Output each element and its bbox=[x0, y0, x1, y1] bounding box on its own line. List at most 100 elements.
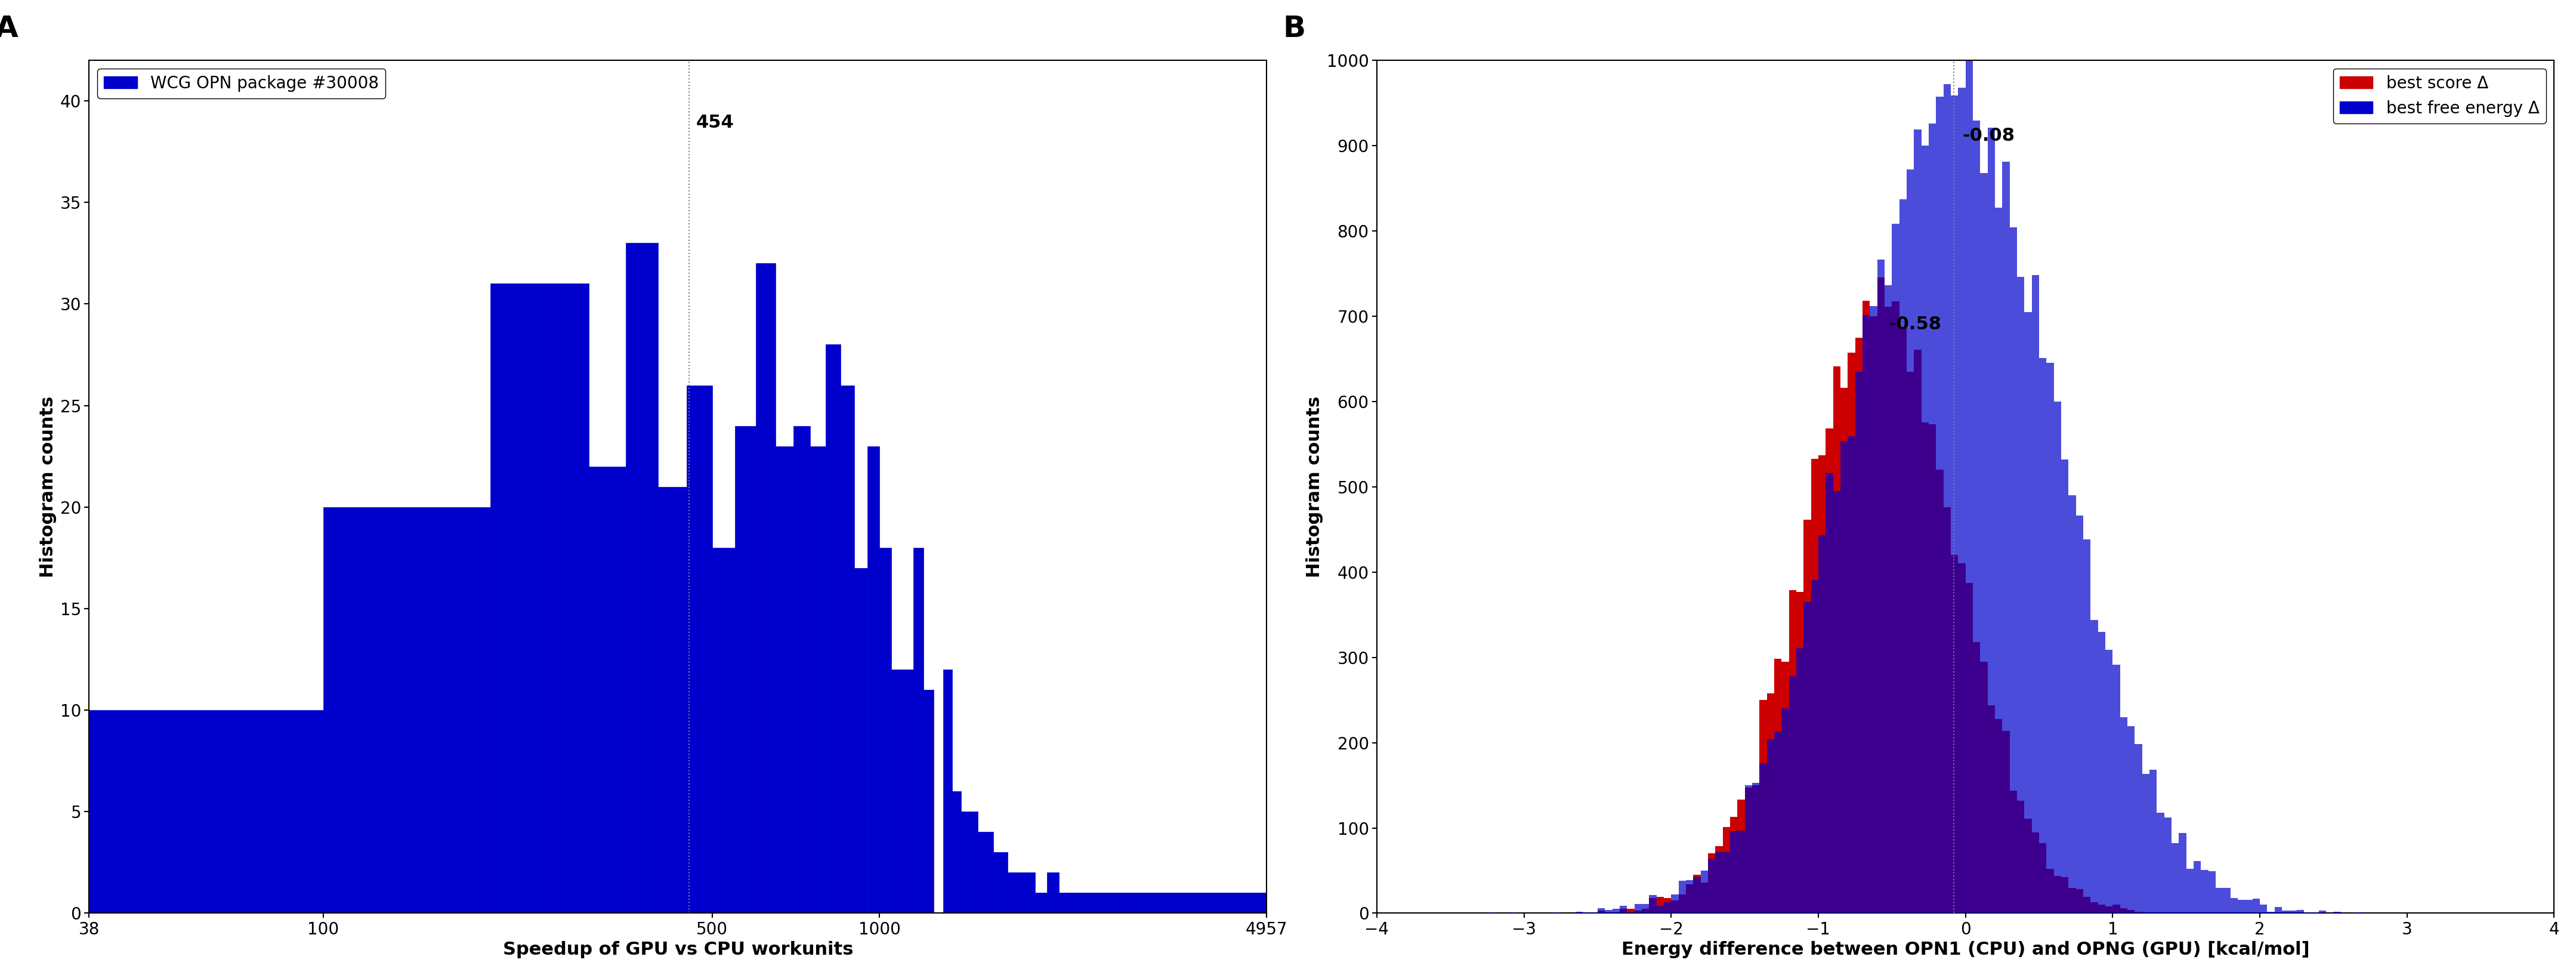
Bar bbox=[1937, 97, 1942, 914]
Bar bbox=[1989, 705, 1994, 914]
Bar bbox=[1886, 307, 1891, 914]
Bar bbox=[961, 811, 979, 914]
Bar bbox=[1716, 852, 1723, 914]
Bar bbox=[1839, 388, 1847, 914]
Bar bbox=[1708, 859, 1716, 914]
X-axis label: Energy difference between OPN1 (CPU) and OPNG (GPU) [kcal/mol]: Energy difference between OPN1 (CPU) and… bbox=[1620, 941, 2311, 958]
Bar bbox=[1989, 128, 1994, 914]
Bar bbox=[1929, 424, 1937, 914]
Bar bbox=[1834, 367, 1839, 914]
Bar bbox=[2105, 649, 2112, 914]
Bar bbox=[979, 832, 994, 914]
Bar bbox=[711, 548, 734, 914]
Bar bbox=[1795, 592, 1803, 914]
Bar bbox=[1819, 455, 1826, 914]
Bar bbox=[1620, 909, 1628, 914]
Text: -0.58: -0.58 bbox=[1888, 316, 1942, 332]
Bar bbox=[1716, 846, 1723, 914]
Bar bbox=[1649, 895, 1656, 914]
Bar bbox=[2282, 911, 2290, 914]
Bar bbox=[1855, 337, 1862, 914]
Bar bbox=[2215, 887, 2223, 914]
Bar bbox=[1641, 909, 1649, 914]
Bar bbox=[2156, 812, 2164, 914]
Bar bbox=[1973, 121, 1981, 914]
Bar bbox=[1641, 904, 1649, 914]
Bar bbox=[2246, 900, 2251, 914]
Bar bbox=[2040, 358, 2045, 914]
Bar bbox=[1007, 873, 1023, 914]
Bar bbox=[2200, 870, 2208, 914]
Bar bbox=[1803, 602, 1811, 914]
Bar bbox=[1891, 301, 1899, 914]
Bar bbox=[1788, 590, 1795, 914]
Bar bbox=[1783, 709, 1788, 914]
Bar bbox=[2092, 620, 2097, 914]
Bar bbox=[1723, 852, 1731, 914]
Text: -0.08: -0.08 bbox=[1963, 127, 2014, 144]
Bar bbox=[1855, 371, 1862, 914]
Bar bbox=[840, 385, 855, 914]
Bar bbox=[2318, 911, 2326, 914]
Bar bbox=[2017, 277, 2025, 914]
Bar bbox=[1577, 912, 1582, 914]
Bar bbox=[1700, 882, 1708, 914]
Bar bbox=[1069, 893, 1092, 914]
Bar bbox=[1929, 124, 1937, 914]
X-axis label: Speedup of GPU vs CPU workunits: Speedup of GPU vs CPU workunits bbox=[502, 941, 853, 958]
Bar bbox=[1685, 884, 1692, 914]
Bar bbox=[775, 447, 793, 914]
Bar bbox=[2128, 910, 2136, 914]
Bar bbox=[1958, 564, 1965, 914]
Bar bbox=[1048, 873, 1059, 914]
Bar bbox=[2143, 774, 2148, 914]
Bar bbox=[1795, 648, 1803, 914]
Bar bbox=[1664, 902, 1672, 914]
Bar bbox=[1723, 827, 1731, 914]
Bar bbox=[1680, 894, 1685, 914]
Bar bbox=[902, 670, 914, 914]
Bar bbox=[1839, 442, 1847, 914]
Bar bbox=[2267, 912, 2275, 914]
Bar bbox=[2069, 495, 2076, 914]
Bar bbox=[1886, 286, 1891, 914]
Bar bbox=[1899, 328, 1906, 914]
Bar bbox=[1736, 800, 1744, 914]
Bar bbox=[1613, 909, 1620, 914]
Bar bbox=[1994, 719, 2002, 914]
Bar bbox=[2120, 908, 2128, 914]
Bar bbox=[2164, 818, 2172, 914]
Bar bbox=[587, 466, 626, 914]
Bar bbox=[1744, 785, 1752, 914]
Bar bbox=[2223, 887, 2231, 914]
Bar bbox=[1899, 199, 1906, 914]
Bar bbox=[1692, 875, 1700, 914]
Bar bbox=[1731, 832, 1736, 914]
Bar bbox=[2061, 459, 2069, 914]
Bar bbox=[1656, 897, 1664, 914]
Bar bbox=[1672, 894, 1680, 914]
Bar bbox=[2025, 819, 2032, 914]
Bar bbox=[90, 710, 322, 914]
Bar bbox=[1803, 520, 1811, 914]
Bar bbox=[891, 670, 902, 914]
Bar bbox=[1633, 911, 1641, 914]
Bar bbox=[1914, 349, 1922, 914]
Bar bbox=[1958, 88, 1965, 914]
Bar bbox=[1847, 353, 1855, 914]
Text: 454: 454 bbox=[696, 114, 734, 132]
Bar bbox=[1942, 84, 1950, 914]
Bar bbox=[2112, 665, 2120, 914]
Bar bbox=[2208, 872, 2215, 914]
Bar bbox=[1811, 458, 1819, 914]
Bar bbox=[1906, 371, 1914, 914]
Bar bbox=[2239, 900, 2246, 914]
Bar bbox=[1767, 693, 1775, 914]
Bar bbox=[1597, 911, 1605, 914]
Bar bbox=[1121, 893, 1162, 914]
Bar bbox=[1870, 306, 1878, 914]
Bar bbox=[1981, 173, 1989, 914]
Bar bbox=[1906, 170, 1914, 914]
Bar bbox=[1649, 898, 1656, 914]
Bar bbox=[489, 284, 544, 914]
